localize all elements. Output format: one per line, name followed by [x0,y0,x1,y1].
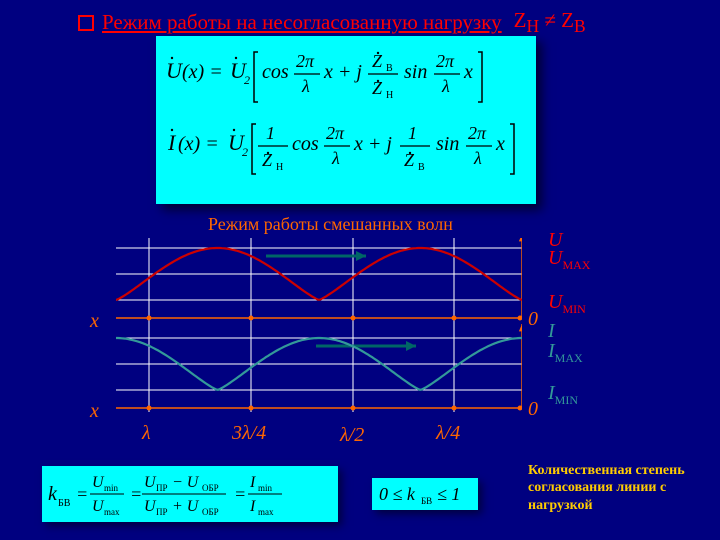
label-zero2: 0 [528,398,538,421]
tick-lambda: λ [142,422,151,445]
svg-text:λ: λ [473,148,482,168]
svg-text:− U: − U [172,474,200,491]
chart-caption: Режим работы смешанных волн [208,214,453,235]
svg-text:(x) =: (x) = [182,61,223,83]
svg-text:cos: cos [292,133,319,155]
svg-text:max: max [104,507,120,517]
svg-text:2π: 2π [296,51,315,71]
kbv-formula-svg: kБВ = Umin Umax = UПP − UОБР UПP + UОБР … [42,466,338,522]
svg-text:Z: Z [404,150,415,170]
svg-text:2: 2 [244,73,250,87]
svg-text:Z: Z [372,78,383,98]
svg-text:k: k [48,483,58,505]
svg-text:I: I [249,498,256,515]
svg-text:ПP: ПP [156,507,168,517]
label-imax: IMAX [548,340,583,366]
svg-text:x + j: x + j [353,133,392,155]
svg-text:B: B [386,63,393,74]
label-umin: UMIN [548,291,586,317]
tick-l2: λ/2 [340,424,364,447]
svg-text:1: 1 [266,123,275,143]
svg-text:≤ 1: ≤ 1 [437,484,460,504]
svg-text:B: B [418,162,425,173]
svg-text:Z: Z [262,150,273,170]
title-text: Режим работы на несогласованную нагрузку [102,10,502,35]
svg-text:=: = [130,484,142,504]
svg-text:БВ: БВ [58,498,71,509]
bullet-icon [78,15,94,31]
svg-text:ОБР: ОБР [202,507,219,517]
svg-text:H: H [386,90,393,101]
tick-l4: λ/4 [436,422,460,445]
svg-text:(x) =: (x) = [178,133,219,155]
svg-text:2π: 2π [468,123,487,143]
svg-text:I: I [249,474,256,491]
label-x2: x [90,400,99,423]
kbv-formula-box: kБВ = Umin Umax = UПP − UОБР UПP + UОБР … [42,466,338,522]
chart-svg [116,238,522,428]
equations-svg: U (x) = U 2 cos 2π λ x + j ZB ZH sin 2π … [162,44,530,194]
svg-text:min: min [258,483,273,493]
svg-text:λ: λ [441,76,450,96]
svg-text:1: 1 [408,123,417,143]
svg-text:=: = [76,484,88,504]
svg-text:+ U: + U [172,498,200,515]
svg-text:I: I [167,130,177,155]
svg-text:λ: λ [331,148,340,168]
svg-text:cos: cos [262,61,289,83]
svg-text:max: max [258,507,274,517]
label-umax: UMAX [548,247,590,273]
svg-text:H: H [276,162,283,173]
title-condition: ZН ≠ ZВ [514,8,586,37]
svg-text:ОБР: ОБР [202,483,219,493]
svg-text:x: x [495,133,505,155]
kbv-range-svg: 0 ≤ k БВ ≤ 1 [375,481,475,507]
tick-3l4: 3λ/4 [232,422,266,445]
svg-text:Z: Z [372,51,383,71]
svg-text:sin: sin [404,61,427,83]
label-x1: x [90,310,99,333]
svg-text:БВ: БВ [421,496,432,506]
svg-text:2π: 2π [326,123,345,143]
kbv-range-box: 0 ≤ k БВ ≤ 1 [372,478,478,510]
svg-text:2: 2 [242,145,248,159]
svg-text:min: min [104,483,119,493]
svg-text:sin: sin [436,133,459,155]
label-zero1: 0 [528,308,538,331]
slide: Режим работы на несогласованную нагрузку… [0,0,720,540]
chart-area [116,238,522,428]
svg-text:=: = [234,484,246,504]
note-text: Количественная степень согласования лини… [528,462,698,515]
title-row: Режим работы на несогласованную нагрузку… [78,8,586,37]
svg-text:2π: 2π [436,51,455,71]
equations-box: U (x) = U 2 cos 2π λ x + j ZB ZH sin 2π … [156,36,536,204]
svg-text:x: x [463,61,473,83]
svg-text:ПP: ПP [156,483,168,493]
svg-text:x + j: x + j [323,61,362,83]
svg-text:λ: λ [301,76,310,96]
label-imin: IMIN [548,382,578,408]
svg-text:0 ≤ k: 0 ≤ k [379,484,416,504]
